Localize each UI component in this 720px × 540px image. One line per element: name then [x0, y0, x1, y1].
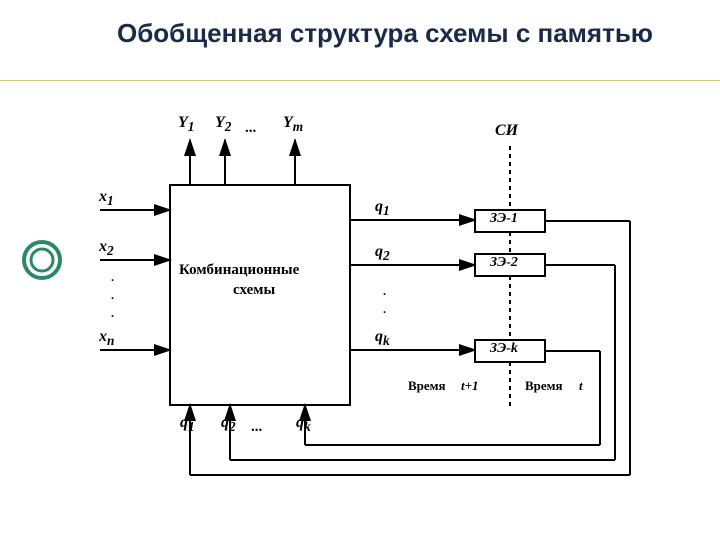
output-y-dots: ...: [245, 120, 256, 137]
time-left: Время: [408, 378, 446, 394]
slide-title: Обобщенная структура схемы с памятью: [80, 18, 690, 49]
q-fb-dots: ...: [251, 419, 262, 436]
input-x-dot3: .: [111, 306, 114, 321]
storage-2: ЗЭ-2: [490, 255, 518, 271]
memory-scheme-diagram: Комбинационные схемы Y1 Y2 ... Ym x1 x2 …: [75, 110, 675, 510]
bullet-ring-icon: [22, 240, 62, 280]
input-x-dot2: .: [111, 288, 114, 303]
time-right: Время: [525, 378, 563, 394]
q-out-1: q1: [375, 198, 390, 219]
q-fb-1: q1: [180, 414, 195, 435]
q-out-dot1: .: [383, 284, 386, 299]
storage-k: ЗЭ-k: [490, 341, 518, 357]
output-y1: Y1: [178, 114, 194, 135]
si-label: СИ: [495, 122, 518, 140]
q-out-dot2: .: [383, 302, 386, 317]
q-fb-2: q2: [221, 414, 236, 435]
time-left-it: t+1: [461, 378, 479, 394]
input-x1: x1: [99, 188, 114, 209]
title-rule: [0, 80, 720, 81]
input-xn: xn: [99, 328, 114, 349]
time-right-it: t: [579, 378, 583, 394]
input-x-dot1: .: [111, 270, 114, 285]
q-fb-k: qk: [296, 414, 311, 435]
main-block-label-2: схемы: [233, 282, 275, 299]
q-out-2: q2: [375, 243, 390, 264]
output-y2: Y2: [215, 114, 231, 135]
main-block-label-1: Комбинационные: [179, 262, 299, 279]
input-x2: x2: [99, 238, 114, 259]
q-out-k: qk: [375, 328, 390, 349]
output-ym: Ym: [283, 114, 303, 135]
storage-1: ЗЭ-1: [490, 211, 518, 227]
